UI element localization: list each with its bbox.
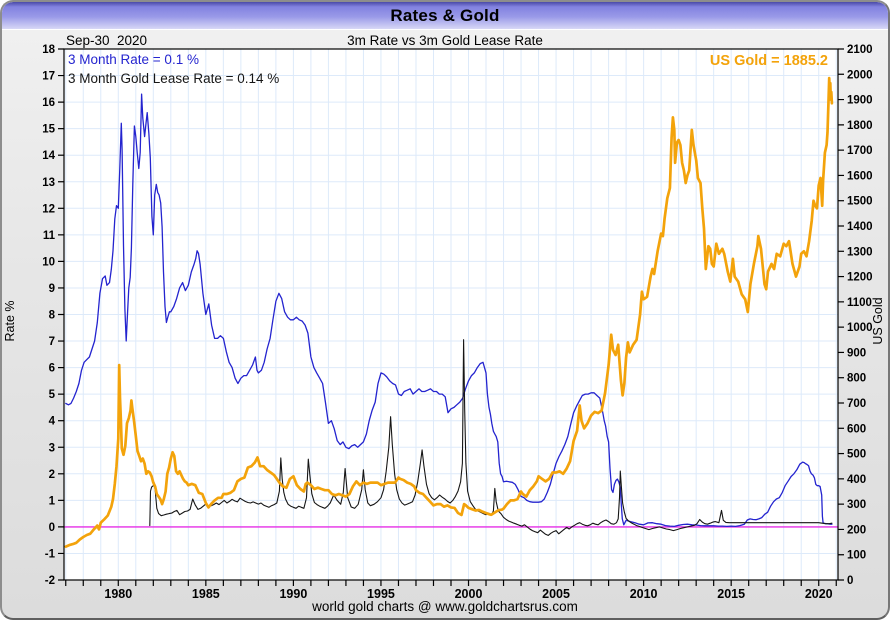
- footer-credit: world gold charts @ www.goldchartsrus.co…: [312, 599, 578, 614]
- svg-text:1800: 1800: [847, 120, 873, 132]
- svg-text:1000: 1000: [847, 322, 873, 334]
- as-of-date: Sep-30 2020: [66, 33, 148, 48]
- svg-text:0: 0: [49, 522, 55, 534]
- svg-text:1: 1: [49, 495, 56, 507]
- svg-text:500: 500: [847, 449, 866, 461]
- svg-text:11: 11: [43, 230, 56, 242]
- svg-text:17: 17: [42, 71, 55, 83]
- svg-text:2000: 2000: [847, 69, 873, 81]
- svg-text:6: 6: [49, 363, 55, 375]
- svg-text:900: 900: [847, 347, 866, 359]
- svg-text:2015: 2015: [717, 587, 745, 601]
- svg-text:1500: 1500: [847, 196, 873, 208]
- svg-text:5: 5: [49, 389, 56, 401]
- legend-gold-lease-rate: 3 Month Gold Lease Rate = 0.14 %: [68, 71, 280, 86]
- svg-text:1700: 1700: [847, 145, 873, 157]
- svg-text:400: 400: [847, 474, 866, 486]
- svg-text:1980: 1980: [104, 587, 132, 601]
- legend-us-gold: US Gold = 1885.2: [709, 53, 828, 69]
- svg-text:3: 3: [49, 442, 55, 454]
- svg-text:10: 10: [42, 256, 55, 268]
- svg-text:800: 800: [847, 373, 866, 385]
- svg-text:16: 16: [42, 97, 55, 109]
- svg-text:1900: 1900: [847, 95, 873, 107]
- svg-text:7: 7: [49, 336, 55, 348]
- chart-title: Rates & Gold: [390, 5, 500, 25]
- svg-text:9: 9: [49, 283, 55, 295]
- svg-text:2020: 2020: [805, 587, 833, 601]
- svg-text:600: 600: [847, 423, 866, 435]
- svg-text:18: 18: [42, 44, 55, 56]
- svg-text:700: 700: [847, 398, 866, 410]
- svg-text:300: 300: [847, 499, 866, 511]
- svg-text:2: 2: [49, 469, 55, 481]
- svg-text:100: 100: [847, 550, 866, 562]
- svg-text:2010: 2010: [630, 587, 658, 601]
- svg-text:0: 0: [847, 575, 853, 587]
- svg-text:2000: 2000: [455, 587, 483, 601]
- svg-text:1400: 1400: [847, 221, 873, 233]
- svg-text:12: 12: [42, 203, 55, 215]
- svg-text:2100: 2100: [847, 44, 873, 56]
- svg-text:-1: -1: [45, 548, 56, 560]
- legend-3-month-rate: 3 Month Rate = 0.1 %: [68, 52, 199, 67]
- svg-text:4: 4: [49, 416, 56, 428]
- svg-text:-2: -2: [45, 575, 55, 587]
- svg-text:2005: 2005: [542, 587, 570, 601]
- svg-text:13: 13: [42, 177, 55, 189]
- left-axis-title: Rate %: [3, 300, 17, 342]
- svg-text:1985: 1985: [192, 587, 220, 601]
- right-axis-title: US Gold: [871, 297, 885, 345]
- svg-text:8: 8: [49, 310, 56, 322]
- chart-subtitle: 3m Rate vs 3m Gold Lease Rate: [347, 33, 543, 48]
- svg-text:15: 15: [42, 124, 55, 136]
- svg-text:1995: 1995: [367, 587, 395, 601]
- svg-text:1100: 1100: [847, 297, 872, 309]
- title-bar: Rates & Gold: [2, 2, 888, 30]
- svg-text:200: 200: [847, 524, 866, 536]
- svg-text:1300: 1300: [847, 246, 873, 258]
- svg-text:1990: 1990: [279, 587, 307, 601]
- svg-text:1600: 1600: [847, 170, 873, 182]
- svg-text:1200: 1200: [847, 272, 873, 284]
- svg-text:14: 14: [42, 150, 55, 162]
